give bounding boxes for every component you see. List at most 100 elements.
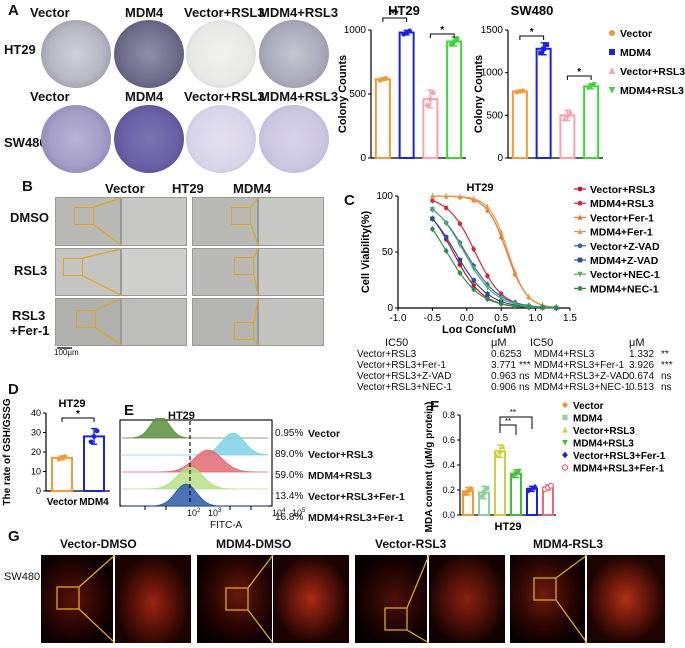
ic50-left-sig: ***	[519, 360, 531, 371]
data-point	[457, 257, 463, 263]
g-title-mdm4-rsl3: MDM4-RSL3	[533, 537, 604, 551]
e-pct: 89.0%	[275, 449, 304, 460]
unit-left: μM	[491, 337, 507, 349]
y-tick-label: 0.6	[442, 435, 455, 445]
sig-label: *	[76, 409, 80, 420]
g-title-vector-dmso: Vector-DMSO	[60, 537, 137, 551]
data-point	[526, 487, 532, 494]
data-point	[591, 82, 597, 88]
dose-curve	[432, 208, 557, 309]
a-col-mdm4-rsl3: MDM4+RSL3	[259, 5, 339, 20]
legend-label: MDM4+RSL3+Fer-1	[573, 464, 665, 475]
sig-bracket	[499, 424, 517, 435]
data-point	[585, 85, 591, 91]
data-point	[498, 234, 504, 240]
bar	[559, 114, 576, 160]
g-img-vector-dmso-zoom	[115, 555, 191, 643]
y-tick-label: 0	[497, 153, 503, 164]
panel-d-chart: HT29 0 10 20 30 40 The rate of GSH/GSSG Vector M…	[2, 398, 110, 508]
ic50-left-value: 0.6253	[491, 349, 522, 360]
b-row-rsl3-fer-2: +Fer-1	[10, 323, 50, 338]
y-axis-label: Colony Counts	[473, 55, 485, 133]
data-point	[443, 248, 449, 254]
y-tick-label: 500	[486, 110, 503, 121]
e-tick-4: 105	[292, 508, 306, 518]
ic50-left-sig: ns	[519, 371, 530, 382]
legend-marker	[608, 87, 616, 94]
e-pct: 59.0%	[275, 470, 304, 481]
b-img-vector-dmso	[55, 197, 121, 246]
legend-label: MDM4+Z-VAD	[590, 255, 659, 267]
dose-curve	[432, 195, 557, 308]
data-point	[500, 443, 506, 450]
panel-f-chart: 0.0 0.2 0.4 0.6 0.8 MDA content (μM/g protein…	[424, 401, 666, 533]
b-title-ht29: HT29	[172, 181, 204, 196]
data-point	[383, 75, 389, 81]
ic50-right-sig: **	[661, 349, 669, 360]
b-zoom-box	[234, 322, 254, 340]
b-row-dmso: DMSO	[10, 210, 49, 225]
data-point	[443, 193, 449, 199]
panel-b-label: B	[22, 178, 33, 195]
b-scale-bar: 100μm	[54, 348, 79, 357]
legend-label: Vector+RSL3	[573, 426, 635, 437]
y-axis-label: Colony Counts	[337, 55, 349, 133]
g-img-mdm4-rsl3-zoom	[587, 555, 665, 643]
data-point	[526, 294, 532, 300]
histogram	[122, 466, 268, 490]
b-zoom-box	[63, 258, 83, 276]
ic50-right-sig: ns	[661, 371, 672, 382]
data-point	[457, 242, 463, 248]
bar	[583, 85, 600, 159]
ic50-right-name: MDM4+RSL3+Z-VAD	[534, 371, 630, 382]
data-point	[481, 490, 487, 495]
legend-label: Vector+NEC-1	[590, 269, 660, 281]
ic50-right-name: MDM4+RSL3+NEC-1	[534, 382, 631, 393]
histogram	[122, 432, 269, 456]
g-title-vector-rsl3: Vector-RSL3	[375, 537, 447, 551]
y-axis-label: MDA content (μM/g protein)	[424, 402, 435, 533]
data-point	[547, 482, 555, 489]
ic50-left-value: 3.771	[491, 360, 517, 371]
ic50-left-value: 0.906	[491, 382, 517, 393]
b-img-mdm4-rsl3-zoom	[258, 248, 324, 296]
data-point	[457, 270, 463, 276]
data-point	[498, 296, 504, 301]
panel-c-chart: HT29 0 50 100 -1.0 -0.5 0.0 0.5 1.0 1.5 Log Conc(μ…	[360, 182, 660, 333]
legend-marker	[577, 186, 583, 192]
ic50-left-name: Vector+RSL3+Z-VAD	[357, 371, 452, 382]
g-img-mdm4-dmso-zoom	[273, 555, 349, 643]
legend-marker	[561, 464, 569, 471]
e-sample-label: MDM4+RSL3	[308, 470, 372, 482]
e-title: HT29	[168, 410, 195, 422]
histogram	[122, 449, 268, 473]
ic50-right-name: MDM4+RSL3	[534, 349, 595, 360]
x-tick-label: 0.0	[460, 313, 474, 324]
data-point	[485, 204, 490, 210]
chart-title: HT29	[388, 3, 420, 18]
e-pct: 13.4%	[275, 491, 304, 502]
data-point	[430, 226, 435, 232]
b-title-mdm4: MDM4	[233, 181, 272, 196]
b-img-vector-dmso-zoom	[121, 197, 187, 246]
data-point	[443, 220, 449, 226]
data-point	[468, 486, 474, 492]
b-img-vector-rsl3-zoom	[121, 248, 187, 296]
sig-bracket	[61, 417, 95, 422]
data-point	[485, 291, 490, 297]
data-point	[494, 452, 500, 459]
c-ic50-table: IC50 μM IC50 μM Vector+RSL3 0.6253 Vector+…	[357, 337, 685, 397]
sig-label: *	[577, 67, 581, 78]
legend-marker	[577, 214, 583, 220]
a-col-vector-rsl3: Vector+RSL3	[184, 5, 265, 20]
b-img-mdm4-dmso	[192, 197, 258, 246]
a-col-vector-2: Vector	[30, 89, 70, 104]
data-point	[485, 296, 490, 302]
histogram	[122, 418, 268, 439]
g-img-vector-rsl3-zoom	[429, 555, 505, 643]
e-sample-label: MDM4+RSL3+Fer-1	[308, 512, 404, 524]
bar	[374, 78, 391, 159]
a-row-ht29: HT29	[4, 42, 36, 57]
bar	[51, 456, 73, 492]
